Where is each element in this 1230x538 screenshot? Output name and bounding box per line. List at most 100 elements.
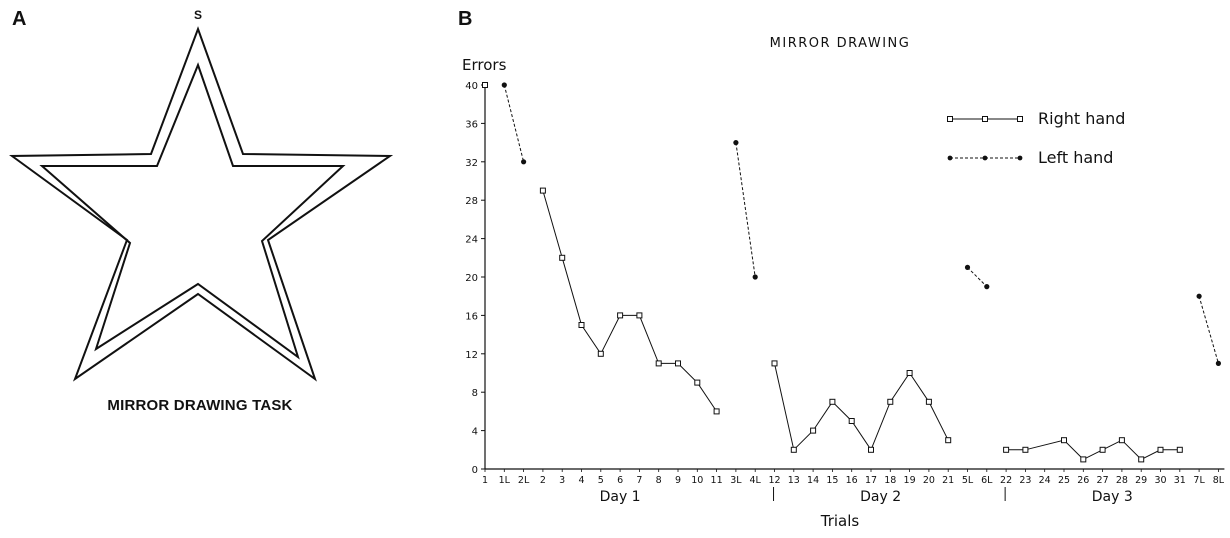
day-label: Day 1 bbox=[600, 489, 641, 505]
x-tick-label: 6 bbox=[617, 475, 623, 486]
y-tick-label: 4 bbox=[472, 427, 478, 438]
legend-left-hand-marker bbox=[947, 155, 953, 161]
x-tick-label: 6L bbox=[981, 475, 993, 486]
y-ticks: 0 4 8 12 16 20 24 28 32 36 40 bbox=[465, 81, 485, 476]
x-tick-label: 1 bbox=[482, 475, 488, 486]
x-tick-label: 29 bbox=[1135, 475, 1147, 486]
x-tick-label: 17 bbox=[865, 475, 877, 486]
right-hand-point bbox=[1138, 456, 1145, 463]
right-hand-point bbox=[655, 360, 662, 367]
x-tick-label: 26 bbox=[1077, 475, 1089, 486]
right-hand-point bbox=[790, 446, 797, 453]
x-tick-label: 3L bbox=[730, 475, 742, 486]
right-hand-point bbox=[1061, 437, 1067, 444]
right-hand-point bbox=[617, 312, 624, 319]
x-tick-label: 30 bbox=[1154, 475, 1166, 486]
right-hand-line bbox=[774, 363, 949, 451]
star-inner-outline bbox=[39, 62, 346, 360]
right-hand-point bbox=[1099, 446, 1106, 453]
x-tick-label: 10 bbox=[691, 475, 703, 486]
right-hand-point bbox=[1157, 446, 1164, 453]
x-tick-label: 13 bbox=[788, 475, 800, 486]
x-tick-label: 7L bbox=[1193, 475, 1205, 486]
day-label: Day 3 bbox=[1092, 489, 1133, 505]
left-hand-point bbox=[733, 140, 739, 146]
x-tick-label: 3 bbox=[559, 475, 565, 486]
x-tick-label: 27 bbox=[1097, 475, 1109, 486]
right-hand-point bbox=[829, 398, 836, 405]
right-hand-point bbox=[848, 418, 855, 424]
right-hand-point bbox=[887, 398, 894, 405]
axes bbox=[484, 83, 1225, 470]
x-tick-label: 11 bbox=[711, 475, 723, 486]
day-label: Day 2 bbox=[860, 489, 901, 505]
legend: Right hand Left hand bbox=[947, 109, 1125, 167]
right-hand-point bbox=[1003, 446, 1010, 453]
x-axis-label: Trials bbox=[820, 512, 860, 530]
x-tick-label: 16 bbox=[846, 475, 858, 486]
right-hand-point bbox=[539, 187, 546, 194]
right-hand-point bbox=[868, 446, 874, 453]
y-tick-label: 24 bbox=[465, 235, 478, 246]
left-hand-point bbox=[964, 264, 971, 270]
mirror-star-figure bbox=[8, 26, 394, 382]
right-hand-point bbox=[771, 360, 778, 367]
x-tick-label: 8 bbox=[656, 475, 662, 486]
x-tick-label: 5L bbox=[962, 475, 974, 486]
x-tick-label: 20 bbox=[923, 475, 935, 486]
x-tick-label: 4 bbox=[578, 475, 584, 486]
right-hand-line bbox=[542, 190, 718, 412]
x-tick-label: 7 bbox=[636, 475, 642, 486]
right-hand-point bbox=[578, 322, 585, 328]
star-caption: MIRROR DRAWING TASK bbox=[107, 397, 293, 414]
right-hand-point bbox=[675, 360, 681, 367]
y-tick-label: 16 bbox=[465, 311, 478, 322]
series-layer bbox=[482, 82, 1221, 463]
left-hand-point bbox=[984, 284, 990, 290]
x-tick-label: 25 bbox=[1058, 475, 1070, 486]
right-hand-point bbox=[694, 379, 701, 386]
right-hand-point bbox=[925, 398, 932, 405]
legend-right-hand-marker bbox=[947, 116, 953, 122]
left-hand-point bbox=[752, 274, 758, 280]
star-outer-outline bbox=[8, 26, 394, 382]
x-tick-label: 15 bbox=[826, 475, 838, 486]
y-tick-label: 40 bbox=[465, 81, 478, 92]
right-hand-point bbox=[1176, 446, 1183, 453]
x-tick-label: 4L bbox=[750, 475, 762, 486]
legend-right-hand-marker bbox=[982, 116, 988, 122]
right-hand-point bbox=[636, 312, 643, 319]
right-hand-point bbox=[906, 370, 913, 376]
y-tick-label: 32 bbox=[465, 158, 478, 169]
y-tick-label: 28 bbox=[465, 196, 478, 207]
panel-b-label: B bbox=[458, 8, 473, 30]
left-hand-point bbox=[501, 82, 507, 88]
right-hand-line bbox=[1006, 439, 1180, 461]
right-hand-point bbox=[810, 427, 817, 434]
left-hand-point bbox=[521, 159, 527, 165]
y-tick-label: 20 bbox=[465, 273, 478, 284]
left-hand-line bbox=[735, 142, 756, 278]
right-hand-point bbox=[1022, 446, 1029, 453]
legend-right-hand-label: Right hand bbox=[1038, 109, 1125, 128]
right-hand-point bbox=[482, 82, 488, 88]
y-tick-label: 36 bbox=[465, 119, 478, 130]
legend-left-hand-label: Left hand bbox=[1038, 148, 1113, 167]
x-tick-label: 24 bbox=[1039, 475, 1051, 486]
x-tick-label: 2 bbox=[540, 475, 546, 486]
y-tick-label: 0 bbox=[472, 465, 478, 476]
y-axis-label: Errors bbox=[462, 56, 507, 74]
right-hand-point bbox=[559, 254, 566, 261]
y-tick-label: 12 bbox=[465, 350, 478, 361]
star-start-marker: S bbox=[194, 8, 203, 22]
day-labels: Day 1 Day 2 Day 3 bbox=[600, 487, 1133, 505]
y-tick-label: 8 bbox=[472, 388, 478, 399]
x-ticks: 1 1L 2L 2 3 4 5 6 7 8 9 10 11 3L 4L 12 13 14 15 16 17 18 19 20 2… bbox=[482, 469, 1225, 486]
legend-left-hand-marker bbox=[982, 155, 988, 161]
x-tick-label: 1L bbox=[499, 475, 511, 486]
x-tick-label: 14 bbox=[807, 475, 819, 486]
x-tick-label: 21 bbox=[942, 475, 954, 486]
x-tick-label: 12 bbox=[768, 475, 780, 486]
right-hand-point bbox=[1118, 437, 1125, 444]
left-hand-line bbox=[1198, 296, 1219, 364]
